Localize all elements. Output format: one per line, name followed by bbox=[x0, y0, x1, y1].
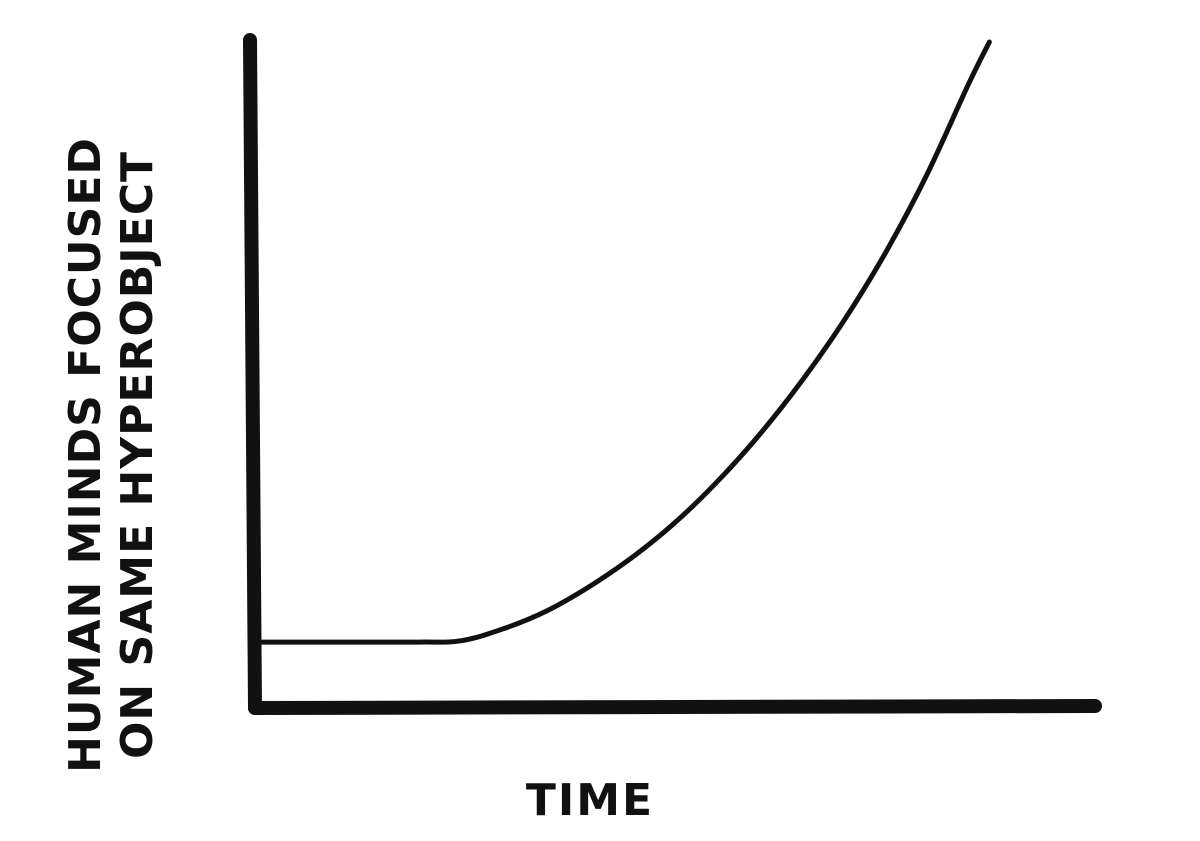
y-axis-label-line-2: ON SAME HYPEROBJECT bbox=[112, 151, 163, 759]
y-axis-label: HUMAN MINDS FOCUSED ON SAME HYPEROBJECT bbox=[60, 137, 163, 773]
y-axis-line bbox=[243, 33, 262, 715]
series-line bbox=[247, 39, 992, 645]
plot-area bbox=[243, 33, 1102, 715]
y-axis-label-line-1: HUMAN MINDS FOCUSED bbox=[60, 137, 111, 773]
x-axis-line bbox=[248, 699, 1102, 715]
x-axis-label: TIME bbox=[526, 775, 654, 826]
